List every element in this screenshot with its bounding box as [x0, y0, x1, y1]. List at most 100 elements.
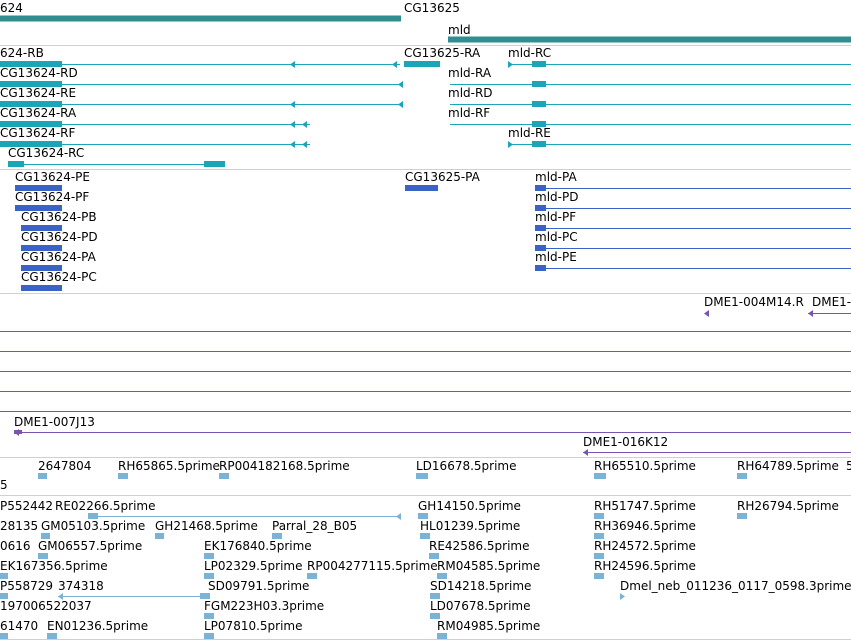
- est-label[interactable]: 2647804: [38, 459, 92, 473]
- clone-label[interactable]: DME1-004M14.R: [704, 295, 804, 309]
- est-label[interactable]: RH26794.5prime: [737, 499, 839, 513]
- est-box: [38, 473, 47, 479]
- est-label[interactable]: EN01236.5prime: [47, 619, 149, 633]
- est-label[interactable]: LP02329.5prime: [204, 559, 303, 573]
- est-label[interactable]: EK176840.5prime: [204, 539, 312, 553]
- protein-label[interactable]: CG13624-PA: [21, 250, 96, 264]
- strand-arrow-left-icon: [302, 141, 307, 148]
- est-box: [418, 513, 428, 519]
- est-box: [420, 533, 430, 539]
- est-label[interactable]: FGM223H03.3prime: [204, 599, 325, 613]
- est-box: [416, 473, 428, 479]
- transcript-label[interactable]: mld-RD: [448, 86, 493, 100]
- protein-label[interactable]: mld-PE: [535, 250, 577, 264]
- gene-label-cg13625[interactable]: CG13625: [404, 1, 460, 15]
- est-label[interactable]: RH65865.5prime: [118, 459, 220, 473]
- protein-label[interactable]: mld-PC: [535, 230, 578, 244]
- est-label[interactable]: HL01239.5prime: [420, 519, 521, 533]
- est-label[interactable]: GH14150.5prime: [418, 499, 521, 513]
- protein-label[interactable]: CG13624-PB: [21, 210, 97, 224]
- est-label[interactable]: RE02266.5prime: [55, 499, 156, 513]
- est-label[interactable]: RE42586.5prime: [429, 539, 530, 553]
- est-label[interactable]: 28135: [0, 519, 39, 533]
- transcript-label[interactable]: CG13625-RA: [404, 46, 481, 60]
- transcript-label[interactable]: CG13624-RA: [0, 106, 77, 120]
- strand-arrow-right-icon: [508, 141, 513, 148]
- est-label[interactable]: 374318: [58, 579, 104, 593]
- est-label[interactable]: GH21468.5prime: [155, 519, 258, 533]
- transcript-label[interactable]: mld-RE: [508, 126, 551, 140]
- transcript-label[interactable]: mld-RA: [448, 66, 492, 80]
- est-box: [594, 513, 604, 519]
- protein-label[interactable]: mld-PD: [535, 190, 579, 204]
- exon-box: [535, 185, 546, 191]
- est-label[interactable]: RP004182168.5prime: [219, 459, 350, 473]
- est-label[interactable]: RH51747.5prime: [594, 499, 696, 513]
- strand-arrow-left-icon: [392, 61, 397, 68]
- strand-arrow-left-icon: [302, 121, 307, 128]
- est-label[interactable]: LD07678.5prime: [430, 599, 531, 613]
- est-label[interactable]: SD14218.5prime: [430, 579, 532, 593]
- est-label[interactable]: Dmel_neb_011236_0117_0598.3prime: [620, 579, 851, 593]
- est-label[interactable]: 61470: [0, 619, 39, 633]
- est-label[interactable]: 5: [846, 459, 851, 473]
- protein-label[interactable]: CG13624-PC: [21, 270, 97, 284]
- clone-label[interactable]: DME1-016K12: [583, 435, 669, 449]
- transcript-label[interactable]: CG13624-RD: [0, 66, 78, 80]
- transcript-label[interactable]: 624-RB: [0, 46, 44, 60]
- est-box: [41, 533, 50, 539]
- protein-label[interactable]: mld-PA: [535, 170, 577, 184]
- est-label[interactable]: RH65510.5prime: [594, 459, 696, 473]
- transcript-label[interactable]: CG13624-RE: [0, 86, 77, 100]
- clone-label[interactable]: DME1-0: [812, 295, 851, 309]
- protein-label[interactable]: CG13624-PE: [15, 170, 90, 184]
- est-label[interactable]: P552442: [0, 499, 54, 513]
- exon-box: [535, 265, 546, 271]
- est-box: [155, 533, 164, 539]
- track-separator: [0, 169, 851, 170]
- transcript-label[interactable]: mld-RF: [448, 106, 491, 120]
- est-label[interactable]: RH24596.5prime: [594, 559, 696, 573]
- est-box: [430, 613, 440, 619]
- est-label[interactable]: GM06557.5prime: [38, 539, 143, 553]
- est-label[interactable]: RP004277115.5prime: [307, 559, 438, 573]
- est-label[interactable]: EK167356.5prime: [0, 559, 108, 573]
- est-box: [0, 593, 8, 599]
- est-label[interactable]: LP07810.5prime: [204, 619, 303, 633]
- est-label[interactable]: SD09791.5prime: [208, 579, 310, 593]
- est-box: [307, 573, 317, 579]
- est-label[interactable]: P558729: [0, 579, 54, 593]
- est-label[interactable]: 197006522037: [0, 599, 92, 613]
- est-box: [594, 573, 604, 579]
- est-label[interactable]: GM05103.5prime: [41, 519, 146, 533]
- est-label[interactable]: RH24572.5prime: [594, 539, 696, 553]
- transcript-label[interactable]: CG13624-RF: [0, 126, 76, 140]
- transcript-label[interactable]: CG13624-RC: [8, 146, 85, 160]
- est-label[interactable]: 0616: [0, 539, 31, 553]
- est-box: [88, 513, 98, 519]
- est-label[interactable]: LD16678.5prime: [416, 459, 517, 473]
- strand-arrow-left-icon: [290, 121, 295, 128]
- protein-label[interactable]: mld-PF: [535, 210, 577, 224]
- est-label[interactable]: RH36946.5prime: [594, 519, 696, 533]
- est-label[interactable]: RH64789.5prime: [737, 459, 839, 473]
- exon-box: [535, 205, 546, 211]
- protein-label[interactable]: CG13624-PD: [21, 230, 98, 244]
- exon-box: [21, 225, 62, 231]
- protein-label[interactable]: CG13625-PA: [405, 170, 480, 184]
- gene-label-cg13624[interactable]: 624: [0, 1, 23, 15]
- est-label[interactable]: 5: [0, 478, 8, 492]
- clone-label[interactable]: DME1-007J13: [14, 415, 95, 429]
- track-separator: [0, 45, 851, 46]
- track-separator: [0, 457, 851, 458]
- protein-label[interactable]: CG13624-PF: [15, 190, 90, 204]
- est-box: [0, 633, 8, 639]
- exon-box: [21, 285, 62, 291]
- est-label[interactable]: RM04985.5prime: [437, 619, 541, 633]
- gene-label-mld[interactable]: mld: [448, 23, 471, 37]
- est-label[interactable]: Parral_28_B05: [272, 519, 358, 533]
- transcript-label[interactable]: mld-RC: [508, 46, 552, 60]
- exon-box: [535, 245, 546, 251]
- est-label[interactable]: RM04585.5prime: [437, 559, 541, 573]
